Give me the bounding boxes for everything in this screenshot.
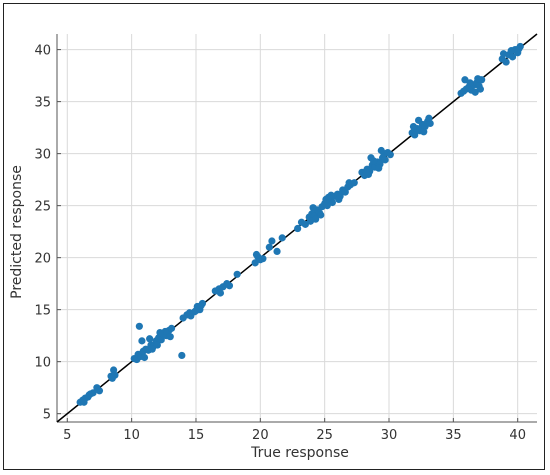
data-point-0-61	[259, 255, 267, 263]
y-tick-label-5: 30	[34, 148, 51, 163]
data-point-0-143	[508, 53, 517, 61]
data-point-0-78	[328, 198, 336, 207]
y-tick-label-1: 10	[34, 356, 51, 371]
x-tick-label-7: 40	[509, 428, 526, 443]
data-point-0-38	[156, 328, 164, 337]
data-point-0-136	[466, 79, 474, 87]
data-point-0-112	[377, 146, 385, 155]
data-point-0-108	[364, 170, 373, 179]
x-tick-label-2: 15	[188, 428, 205, 443]
data-point-0-122	[415, 116, 423, 124]
data-point-0-92	[345, 179, 353, 187]
data-point-0-31	[146, 335, 154, 343]
x-tick-label-1: 10	[123, 428, 140, 443]
data-point-0-39	[166, 333, 174, 341]
data-point-0-37	[148, 345, 156, 353]
y-tick-label-2: 15	[34, 304, 51, 319]
y-tick-label-6: 35	[34, 96, 51, 111]
y-tick-label-7: 40	[34, 44, 51, 59]
data-points	[76, 42, 524, 406]
data-point-0-64	[273, 247, 281, 256]
tick-labels: 5 10 15 20 25 30 35 40 5 10 15 20 25 30 35 40	[34, 44, 526, 443]
data-point-0-105	[381, 156, 389, 164]
y-axis-label: Predicted response	[9, 165, 25, 299]
data-point-0-94	[309, 204, 317, 212]
data-point-0-48	[192, 307, 200, 315]
data-point-0-95	[324, 193, 333, 201]
x-tick-label-0: 5	[63, 428, 71, 443]
data-point-0-34	[135, 322, 143, 330]
data-point-0-9	[95, 387, 104, 395]
data-point-0-91	[335, 195, 343, 203]
data-point-0-107	[386, 151, 394, 159]
data-point-0-88	[317, 211, 325, 219]
data-point-0-124	[425, 114, 433, 122]
data-point-0-29	[167, 324, 176, 332]
x-tick-label-6: 35	[445, 428, 462, 443]
data-point-0-87	[312, 215, 320, 223]
data-point-0-149	[515, 44, 523, 53]
data-point-0-35	[178, 351, 186, 360]
data-point-0-54	[225, 282, 234, 290]
data-point-0-60	[252, 250, 261, 259]
y-tick-label-0: 5	[43, 408, 51, 423]
y-tick-label-4: 25	[34, 200, 51, 215]
y-tick-label-3: 20	[34, 252, 51, 267]
data-point-0-55	[216, 289, 225, 297]
axes	[56, 34, 537, 423]
data-point-0-148	[499, 50, 508, 58]
data-point-0-30	[138, 337, 146, 345]
data-point-0-62	[265, 243, 273, 251]
grid	[57, 34, 537, 422]
x-tick-label-5: 30	[381, 428, 398, 443]
x-tick-label-3: 20	[252, 428, 269, 443]
data-point-0-47	[185, 309, 194, 317]
data-point-0-93	[350, 179, 358, 187]
data-point-0-13	[108, 374, 116, 382]
x-axis-label: True response	[250, 445, 349, 461]
data-point-0-115	[411, 131, 419, 139]
data-point-0-32	[153, 341, 161, 349]
data-point-0-110	[375, 164, 383, 172]
data-point-0-147	[507, 47, 515, 55]
data-point-0-139	[476, 85, 484, 93]
data-point-0-6	[80, 398, 88, 406]
data-point-0-125	[409, 122, 418, 131]
data-point-0-56	[233, 270, 241, 278]
data-point-0-138	[474, 75, 482, 83]
data-point-0-49	[197, 301, 205, 310]
x-tick-label-4: 25	[316, 428, 333, 443]
data-point-0-123	[420, 128, 428, 136]
chart-frame	[3, 3, 545, 470]
data-point-0-65	[278, 234, 286, 242]
data-point-0-7	[85, 391, 93, 399]
data-point-0-141	[502, 58, 510, 66]
data-point-0-63	[268, 237, 276, 245]
data-point-0-66	[294, 224, 302, 233]
data-point-0-36	[140, 353, 149, 362]
data-point-0-113	[367, 154, 375, 162]
